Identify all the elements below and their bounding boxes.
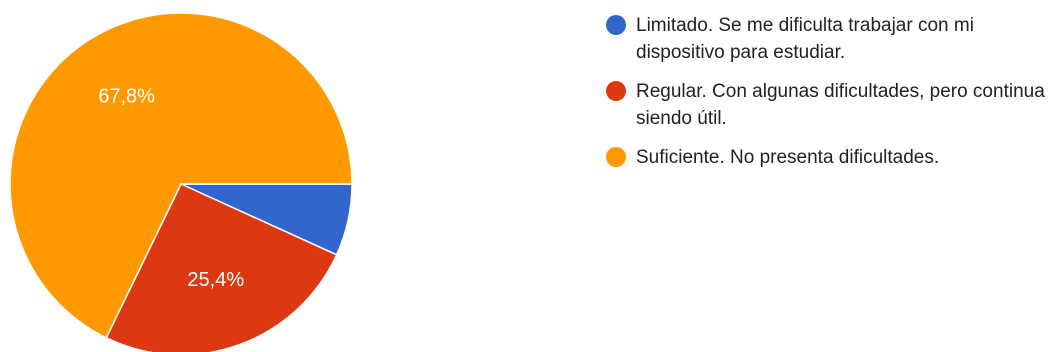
pie-data-label-suficiente: 67,8%	[98, 85, 155, 107]
pie-data-label-regular: 25,4%	[187, 269, 244, 291]
pie-slice-suficiente[interactable]	[9, 12, 353, 339]
legend-item-suficiente[interactable]: Suficiente. No presenta dificultades.	[606, 144, 1046, 171]
legend-swatch-limitado	[606, 15, 626, 35]
legend-item-limitado[interactable]: Limitado. Se me dificulta trabajar con m…	[606, 12, 1046, 66]
legend-label-limitado: Limitado. Se me dificulta trabajar con m…	[636, 15, 974, 63]
pie-chart: 25,4% 67,8%	[9, 12, 353, 352]
pie-slice-regular[interactable]	[105, 183, 338, 352]
legend-label-regular: Regular. Con algunas dificultades, pero …	[636, 81, 1045, 129]
legend-swatch-suficiente	[606, 147, 626, 167]
legend-swatch-regular	[606, 81, 626, 101]
legend-item-regular[interactable]: Regular. Con algunas dificultades, pero …	[606, 78, 1046, 132]
legend-label-suficiente: Suficiente. No presenta dificultades.	[636, 147, 940, 168]
chart-legend: Limitado. Se me dificulta trabajar con m…	[606, 12, 1046, 183]
